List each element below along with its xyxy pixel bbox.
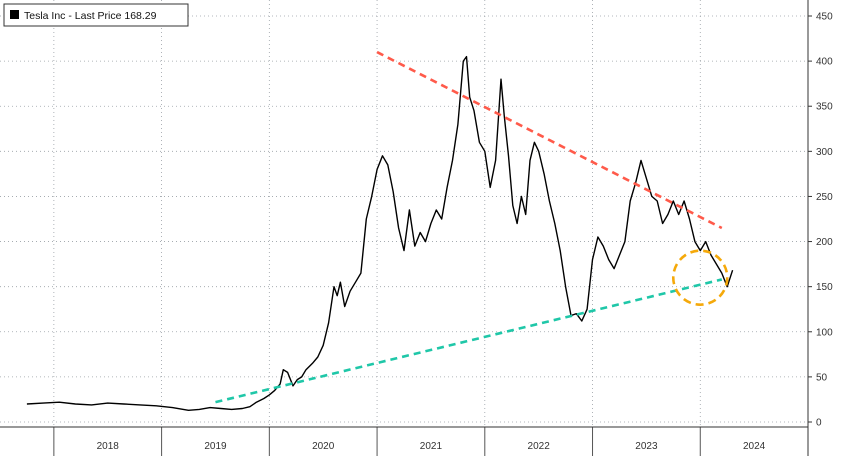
legend-swatch bbox=[10, 10, 19, 19]
y-tick-label: 350 bbox=[816, 102, 833, 113]
legend-label: Tesla Inc - Last Price 168.29 bbox=[24, 10, 157, 22]
trendline-layer bbox=[215, 50, 723, 404]
x-tick-label: 2022 bbox=[528, 441, 551, 452]
x-tick-label: 2023 bbox=[635, 441, 658, 452]
price-series-line bbox=[26, 55, 734, 411]
legend-box bbox=[3, 3, 189, 27]
y-tick-label: 150 bbox=[816, 282, 833, 293]
y-tick-label: 400 bbox=[816, 57, 833, 68]
x-tick-label: 2018 bbox=[97, 441, 120, 452]
support-trendline bbox=[215, 278, 723, 404]
y-tick-label: 50 bbox=[816, 372, 828, 383]
x-tick-label: 2020 bbox=[312, 441, 335, 452]
highlight-circle bbox=[671, 249, 729, 306]
y-tick-label: 450 bbox=[816, 12, 833, 23]
y-tick-label: 200 bbox=[816, 237, 833, 248]
annotation-layer bbox=[671, 249, 729, 306]
y-tick-label: 300 bbox=[816, 147, 833, 158]
x-tick-label: 2024 bbox=[743, 441, 766, 452]
x-tick-label: 2021 bbox=[420, 441, 443, 452]
resistance-trendline bbox=[376, 50, 723, 230]
grid-layer bbox=[0, 0, 809, 427]
y-tick-label: 250 bbox=[816, 192, 833, 203]
y-tick-label: 0 bbox=[816, 418, 822, 429]
x-tick-label: 2019 bbox=[204, 441, 227, 452]
series-layer bbox=[26, 55, 734, 411]
y-tick-label: 100 bbox=[816, 327, 833, 338]
legend: Tesla Inc - Last Price 168.29 bbox=[3, 3, 189, 27]
